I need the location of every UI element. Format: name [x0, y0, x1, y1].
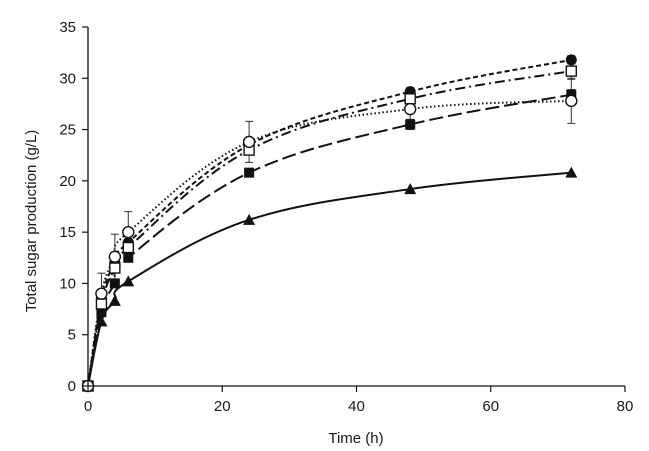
series-line-filled-triangle	[87, 171, 572, 387]
y-tick-label-30: 30	[59, 70, 76, 87]
data-point-filled-triangle-4	[243, 213, 256, 225]
y-tick-label-0: 0	[68, 378, 76, 395]
y-tick-label-35: 35	[59, 19, 76, 36]
data-point-open-circle-1	[95, 287, 108, 300]
data-point-open-circle-5	[404, 102, 417, 116]
x-tick-label-40: 40	[348, 398, 365, 415]
data-point-open-square-2	[109, 262, 121, 274]
data-point-open-square-6	[565, 65, 577, 77]
y-tick-label-10: 10	[59, 275, 76, 292]
y-tick-label-5: 5	[68, 327, 76, 344]
x-tick-label-20: 20	[214, 398, 231, 415]
x-tick-label-0: 0	[84, 398, 92, 415]
y-axis-title: Total sugar production (g/L)	[23, 130, 40, 313]
x-tick-label-60: 60	[482, 398, 499, 415]
data-point-filled-triangle-6	[565, 166, 578, 178]
series-line-open-square	[87, 70, 572, 387]
series-line-filled-circle	[87, 58, 572, 387]
data-point-open-square-1	[95, 298, 108, 310]
x-tick-label-80: 80	[617, 398, 634, 415]
data-point-open-circle-2	[108, 250, 122, 263]
y-tick-label-20: 20	[59, 173, 76, 190]
series-line-filled-square	[87, 93, 572, 387]
y-tick-label-25: 25	[59, 122, 76, 139]
y-tick-label-15: 15	[59, 224, 76, 241]
data-point-filled-square-1	[96, 307, 107, 318]
data-point-filled-circle-6	[565, 54, 577, 66]
x-axis-title: Time (h)	[328, 430, 383, 447]
data-point-filled-square-5	[405, 119, 416, 130]
data-point-open-circle-4	[242, 135, 256, 149]
data-point-open-square-5	[404, 93, 416, 105]
data-point-open-circle-6	[565, 94, 578, 108]
data-point-open-square-3	[122, 241, 134, 254]
data-point-filled-triangle-3	[122, 275, 135, 287]
data-point-filled-triangle-2	[108, 294, 121, 306]
data-point-filled-square-2	[109, 278, 120, 289]
data-point-open-circle-3	[122, 225, 135, 239]
data-point-filled-triangle-1	[95, 315, 108, 327]
data-point-filled-triangle-5	[404, 183, 417, 195]
data-point-filled-square-3	[123, 252, 134, 263]
data-point-filled-square-4	[244, 167, 255, 178]
